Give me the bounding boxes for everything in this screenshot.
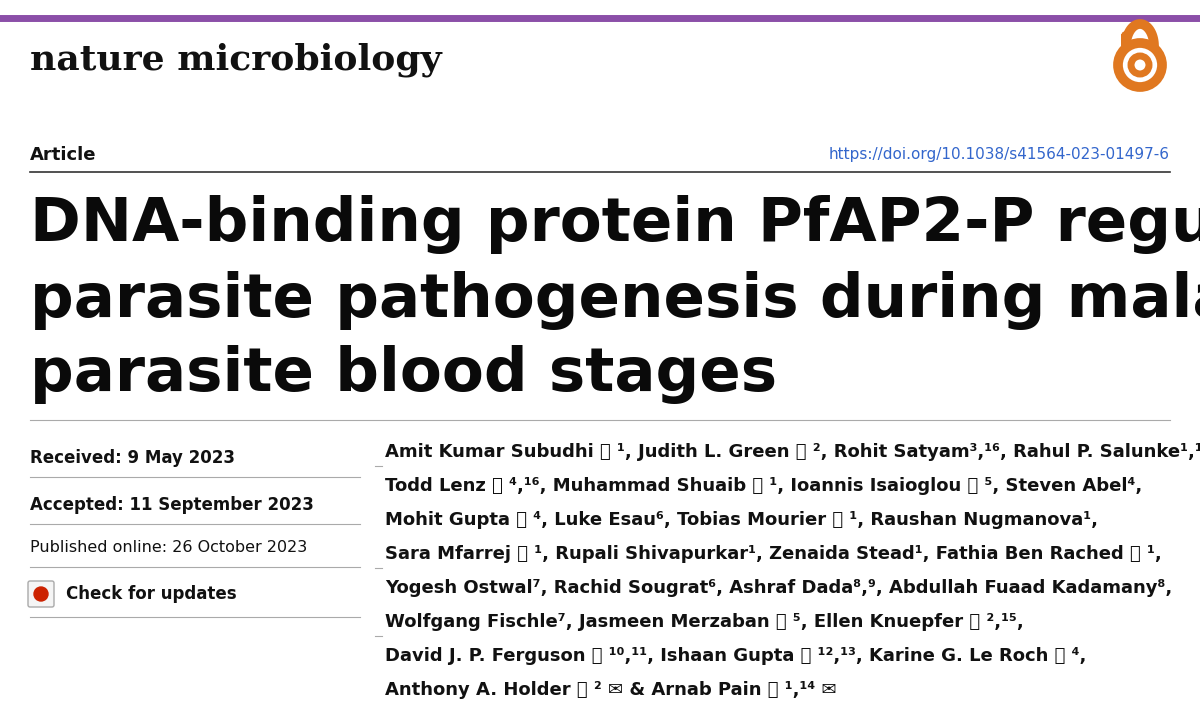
Text: parasite pathogenesis during malaria: parasite pathogenesis during malaria (30, 271, 1200, 329)
Text: Published online: 26 October 2023: Published online: 26 October 2023 (30, 540, 307, 555)
Text: Amit Kumar Subudhi ⓘ ¹, Judith L. Green ⓘ ², Rohit Satyam³,¹⁶, Rahul P. Salunke¹: Amit Kumar Subudhi ⓘ ¹, Judith L. Green … (385, 443, 1200, 461)
Text: parasite blood stages: parasite blood stages (30, 346, 778, 404)
Text: Article: Article (30, 146, 96, 164)
Text: Received: 9 May 2023: Received: 9 May 2023 (30, 449, 235, 467)
Text: DNA-binding protein PfAP2-P regulates: DNA-binding protein PfAP2-P regulates (30, 196, 1200, 254)
Text: Mohit Gupta ⓘ ⁴, Luke Esau⁶, Tobias Mourier ⓘ ¹, Raushan Nugmanova¹,: Mohit Gupta ⓘ ⁴, Luke Esau⁶, Tobias Mour… (385, 511, 1098, 529)
Circle shape (34, 587, 48, 601)
Text: Wolfgang Fischle⁷, Jasmeen Merzaban ⓘ ⁵, Ellen Knuepfer ⓘ ²,¹⁵,: Wolfgang Fischle⁷, Jasmeen Merzaban ⓘ ⁵,… (385, 613, 1024, 631)
Text: Anthony A. Holder ⓘ ² ✉ & Arnab Pain ⓘ ¹,¹⁴ ✉: Anthony A. Holder ⓘ ² ✉ & Arnab Pain ⓘ ¹… (385, 681, 836, 699)
Text: Accepted: 11 September 2023: Accepted: 11 September 2023 (30, 496, 314, 514)
Text: https://doi.org/10.1038/s41564-023-01497-6: https://doi.org/10.1038/s41564-023-01497… (829, 147, 1170, 163)
Text: David J. P. Ferguson ⓘ ¹⁰,¹¹, Ishaan Gupta ⓘ ¹²,¹³, Karine G. Le Roch ⓘ ⁴,: David J. P. Ferguson ⓘ ¹⁰,¹¹, Ishaan Gup… (385, 647, 1086, 665)
Text: nature microbiology: nature microbiology (30, 43, 442, 77)
Text: Todd Lenz ⓘ ⁴,¹⁶, Muhammad Shuaib ⓘ ¹, Ioannis Isaioglou ⓘ ⁵, Steven Abel⁴,: Todd Lenz ⓘ ⁴,¹⁶, Muhammad Shuaib ⓘ ¹, I… (385, 477, 1142, 495)
Text: Sara Mfarrej ⓘ ¹, Rupali Shivapurkar¹, Zenaida Stead¹, Fathia Ben Rached ⓘ ¹,: Sara Mfarrej ⓘ ¹, Rupali Shivapurkar¹, Z… (385, 545, 1162, 563)
Text: Yogesh Ostwal⁷, Rachid Sougrat⁶, Ashraf Dada⁸,⁹, Abdullah Fuaad Kadamany⁸,: Yogesh Ostwal⁷, Rachid Sougrat⁶, Ashraf … (385, 579, 1172, 597)
FancyBboxPatch shape (28, 581, 54, 607)
Text: Check for updates: Check for updates (66, 585, 236, 603)
